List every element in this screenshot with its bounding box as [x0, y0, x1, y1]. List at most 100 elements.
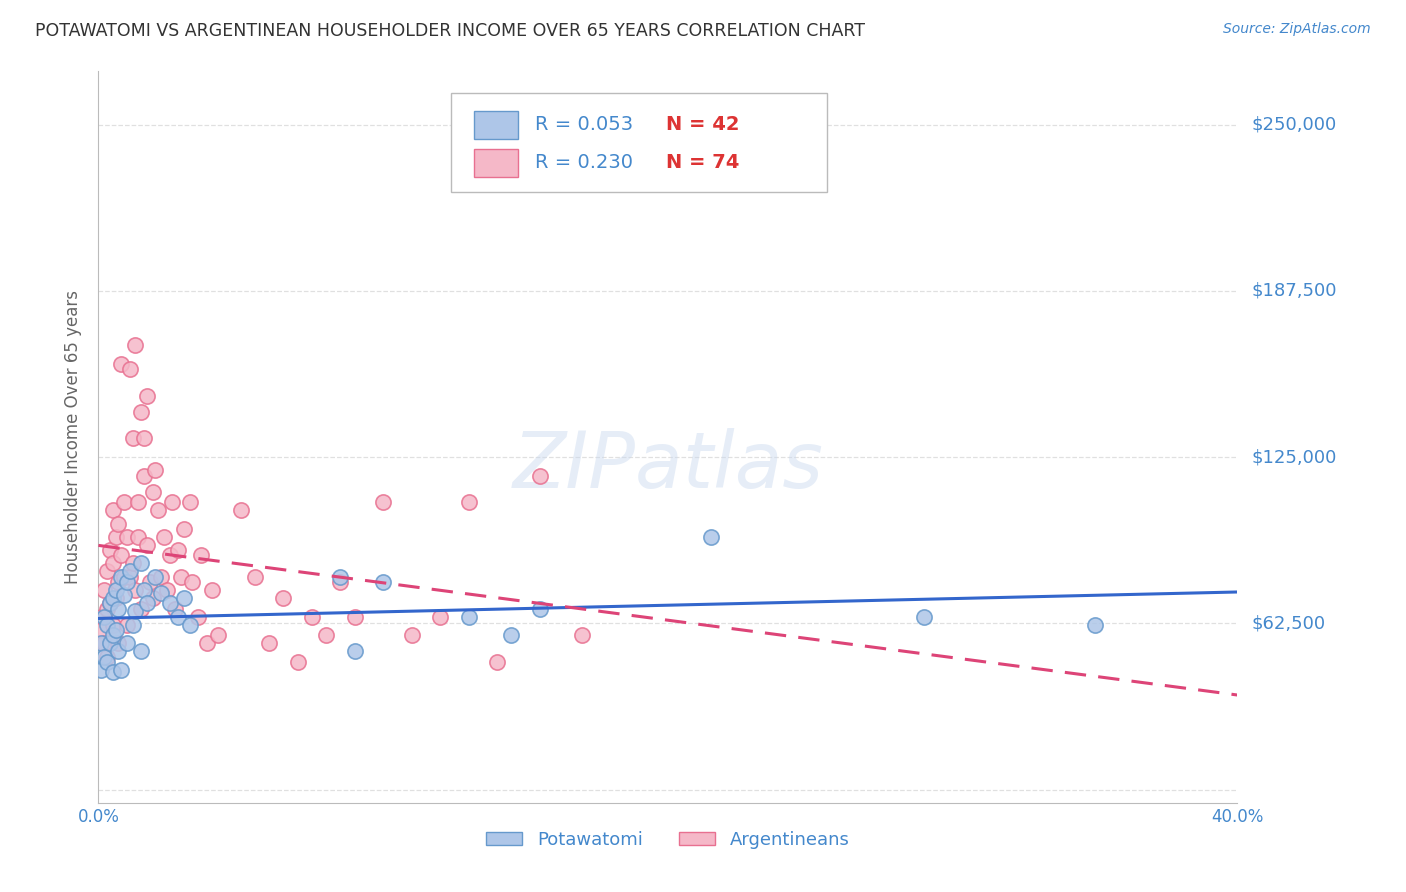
FancyBboxPatch shape: [451, 94, 827, 192]
Point: [107, 636, 129, 650]
Point: [90, 623, 112, 637]
Point: [141, 591, 163, 605]
Point: [179, 495, 201, 509]
Point: [165, 601, 187, 615]
Point: [129, 601, 152, 615]
Point: [315, 628, 337, 642]
Point: [101, 628, 124, 642]
Text: Source: ZipAtlas.com: Source: ZipAtlas.com: [1223, 22, 1371, 37]
Point: [104, 623, 127, 637]
Point: [190, 549, 212, 563]
Point: [124, 582, 146, 597]
Point: [121, 431, 143, 445]
Text: $62,500: $62,500: [1251, 615, 1326, 632]
Point: [170, 570, 193, 584]
Point: [93, 582, 115, 597]
Point: [429, 609, 451, 624]
Point: [96, 655, 118, 669]
Point: [110, 357, 132, 371]
Point: [115, 617, 138, 632]
Point: [529, 601, 551, 615]
Point: [129, 405, 152, 419]
Point: [90, 663, 112, 677]
Point: [150, 570, 173, 584]
Point: [110, 570, 132, 584]
Point: [343, 609, 366, 624]
Point: [159, 549, 181, 563]
Point: [173, 591, 195, 605]
Text: POTAWATOMI VS ARGENTINEAN HOUSEHOLDER INCOME OVER 65 YEARS CORRELATION CHART: POTAWATOMI VS ARGENTINEAN HOUSEHOLDER IN…: [35, 22, 865, 40]
Point: [162, 495, 184, 509]
Point: [486, 655, 509, 669]
Point: [124, 604, 146, 618]
Point: [129, 644, 152, 658]
Y-axis label: Householder Income Over 65 years: Householder Income Over 65 years: [65, 290, 83, 584]
Point: [101, 557, 124, 571]
Point: [96, 601, 118, 615]
Text: $250,000: $250,000: [1251, 116, 1337, 134]
Point: [159, 596, 181, 610]
Point: [127, 495, 149, 509]
Point: [259, 636, 281, 650]
Point: [101, 591, 124, 605]
Point: [118, 362, 141, 376]
Point: [129, 557, 152, 571]
Point: [135, 389, 157, 403]
Text: ZIPatlas: ZIPatlas: [512, 428, 824, 504]
Point: [145, 570, 167, 584]
Point: [101, 503, 124, 517]
Point: [93, 636, 115, 650]
Point: [187, 609, 209, 624]
Text: R = 0.053: R = 0.053: [534, 115, 633, 135]
Point: [121, 557, 143, 571]
Point: [135, 538, 157, 552]
Point: [153, 530, 176, 544]
Point: [201, 582, 224, 597]
Point: [96, 565, 118, 579]
Text: N = 74: N = 74: [665, 153, 740, 172]
Point: [699, 530, 721, 544]
Point: [148, 503, 170, 517]
Point: [107, 644, 129, 658]
Point: [115, 530, 138, 544]
Point: [329, 575, 352, 590]
Point: [167, 609, 190, 624]
Point: [156, 582, 179, 597]
Point: [132, 468, 155, 483]
Point: [98, 596, 121, 610]
Point: [110, 663, 132, 677]
Point: [124, 338, 146, 352]
Point: [343, 644, 366, 658]
Bar: [474, 149, 517, 177]
Point: [101, 665, 124, 680]
Point: [529, 468, 551, 483]
Point: [912, 609, 935, 624]
Point: [173, 522, 195, 536]
Point: [167, 543, 190, 558]
Point: [104, 582, 127, 597]
Point: [112, 495, 135, 509]
Point: [115, 636, 138, 650]
Point: [90, 636, 112, 650]
Point: [501, 628, 523, 642]
Point: [127, 530, 149, 544]
Point: [107, 516, 129, 531]
Point: [98, 543, 121, 558]
Text: R = 0.230: R = 0.230: [534, 153, 633, 172]
Legend: Potawatomi, Argentineans: Potawatomi, Argentineans: [479, 823, 856, 856]
Point: [329, 570, 352, 584]
Point: [107, 601, 129, 615]
Point: [150, 585, 173, 599]
Point: [401, 628, 423, 642]
Point: [121, 617, 143, 632]
Point: [118, 570, 141, 584]
Point: [115, 575, 138, 590]
Point: [373, 575, 395, 590]
Point: [104, 530, 127, 544]
Point: [96, 617, 118, 632]
Point: [301, 609, 323, 624]
Point: [181, 575, 204, 590]
Point: [112, 588, 135, 602]
Text: N = 42: N = 42: [665, 115, 740, 135]
Point: [104, 591, 127, 605]
